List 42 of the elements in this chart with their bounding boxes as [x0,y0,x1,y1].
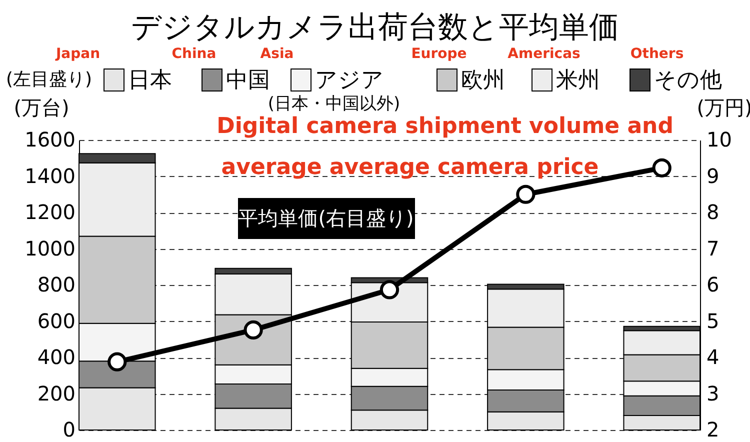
y-tick-label: 0 [62,418,76,442]
y-tick-label: 600 [37,308,76,333]
y-tick-label: 400 [37,345,76,369]
text: Asia [260,46,294,62]
point [652,158,672,178]
point [244,320,263,340]
y-tick-label: 1400 [24,164,76,188]
legend-label: 中国 [226,68,270,93]
legend-label: 日本 [128,68,172,93]
text: China [172,46,216,62]
y2-tick-label: 2 [706,418,720,442]
text: Others [630,46,684,62]
legend-label: 欧州 [461,68,505,93]
point [108,352,127,372]
series-label: 平均単価(右目盛り) [238,206,414,230]
y2-tick-label: 6 [706,272,720,296]
text: Digital camera shipment volume and [216,114,674,139]
y-tick-label: 1200 [24,200,76,224]
point [380,280,400,300]
legend-label: 米州 [556,68,600,93]
y2-tick-label: 10 [706,128,732,152]
y-tick-label: 1600 [24,128,76,152]
text: Japan [54,46,100,62]
y2-tick-label: 3 [706,381,720,406]
text: (日本・中国以外) [268,94,400,114]
y2-tick-label: 9 [706,164,720,188]
y2-tick-label: 5 [706,308,720,333]
y-tick-label: 1000 [24,236,76,260]
point [516,184,536,204]
text: Americas [508,46,580,62]
y2-tick-label: 8 [706,200,720,224]
y-tick-label: 800 [37,272,76,296]
y-tick-label: 200 [37,381,76,406]
text: (左目盛り) [6,69,92,90]
legend-label: アジア [315,68,384,93]
chart-title: デジタルカメラ出荷台数と平均単価 [131,10,619,45]
y-axis-title: (万台) [14,96,70,120]
annotation: average average camera price [221,155,599,180]
y2-tick-label: 7 [706,236,720,260]
text: Europe [411,46,467,62]
legend-label: その他 [654,68,722,93]
y2-tick-label: 4 [706,345,720,369]
